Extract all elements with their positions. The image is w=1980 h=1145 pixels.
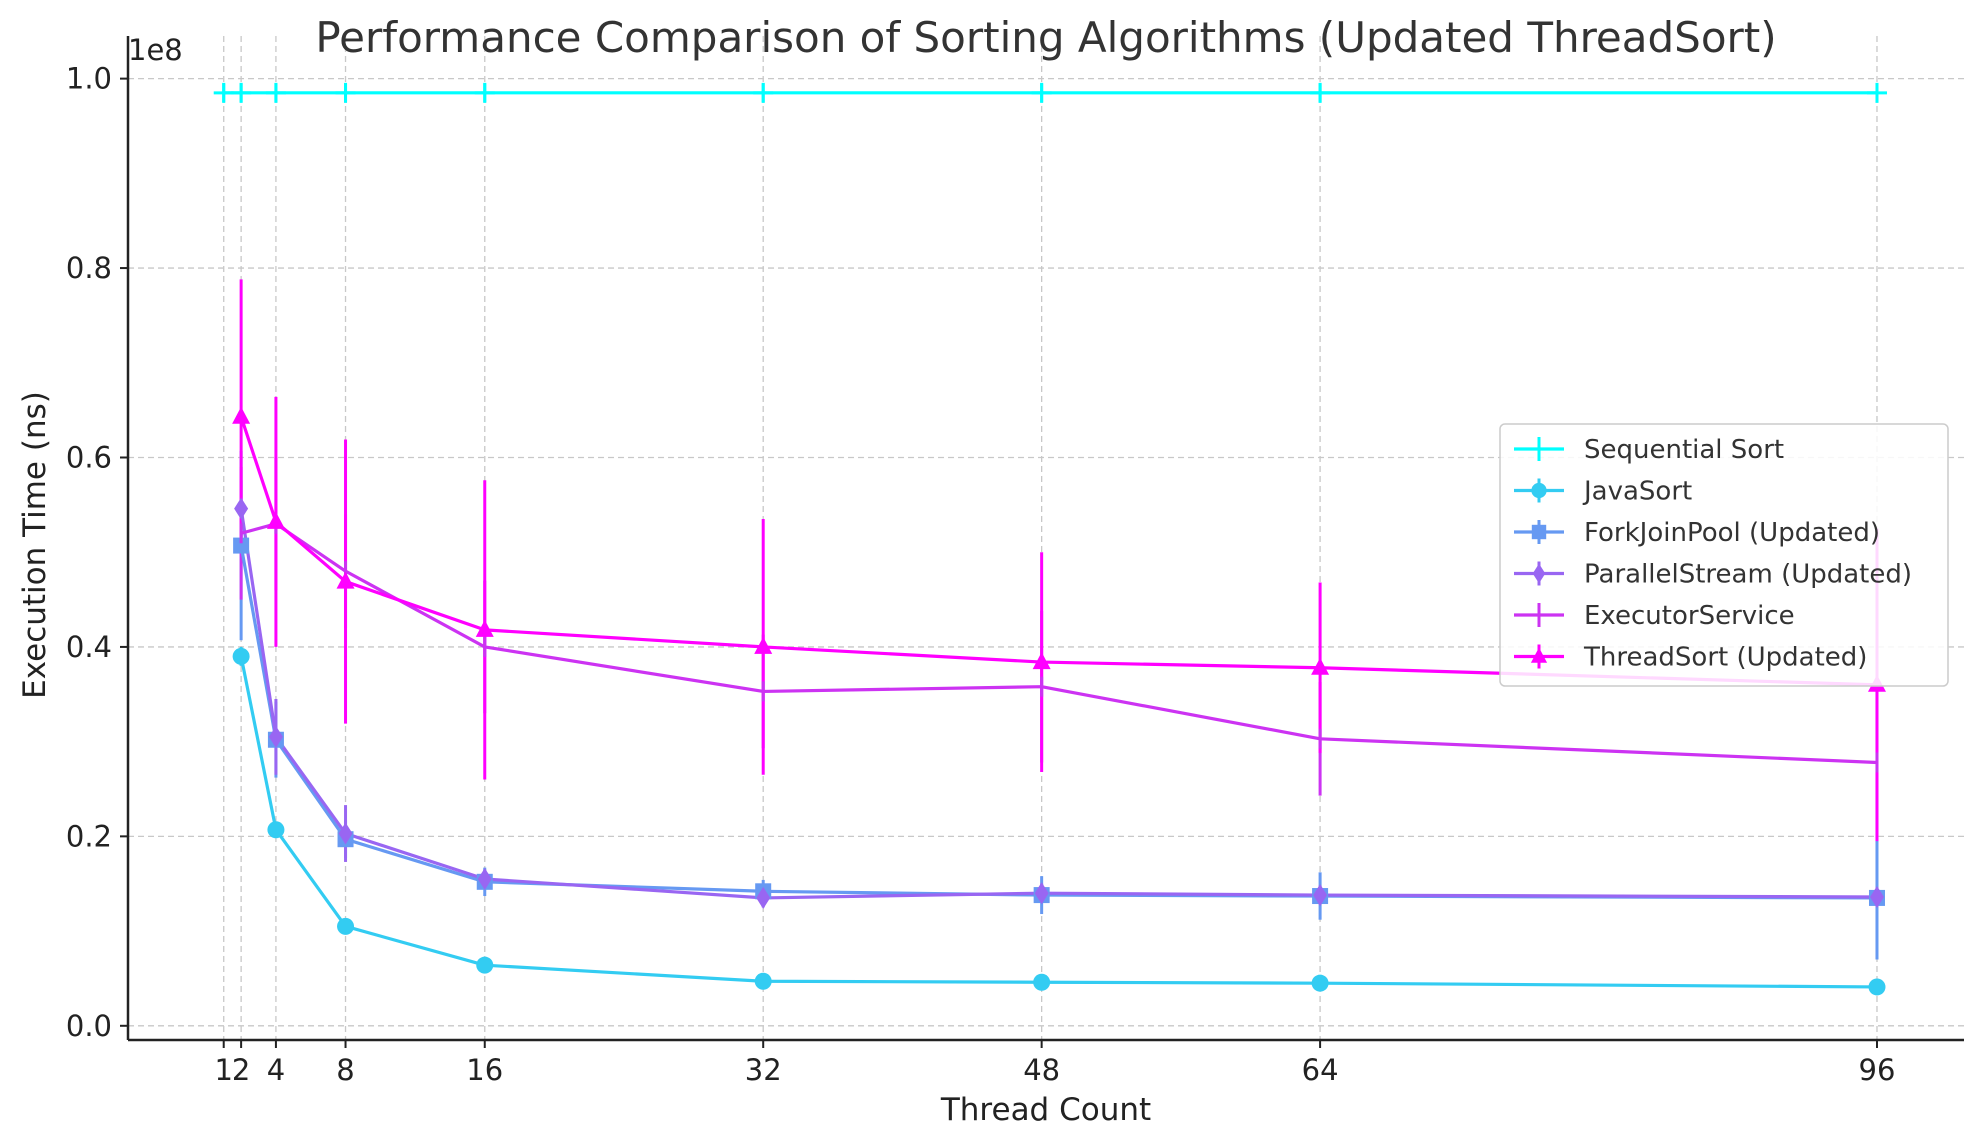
x-tick-label: 48 <box>1023 1053 1060 1087</box>
x-axis-label: Thread Count <box>940 1092 1151 1128</box>
y-tick-label: 0.6 <box>66 440 112 474</box>
y-offset-label: 1e8 <box>128 33 183 67</box>
javasort-point <box>1868 978 1886 996</box>
legend-swatch-marker <box>1530 647 1548 663</box>
y-tick-label: 0.4 <box>66 630 112 664</box>
sequential-sort-point <box>1031 82 1052 103</box>
legend-label: ExecutorService <box>1584 601 1795 631</box>
threadsort-updated-point <box>266 511 285 529</box>
sequential-sort-point <box>231 82 252 103</box>
javasort-line <box>239 656 1877 989</box>
sequential-sort-point <box>1866 82 1887 103</box>
parallelstream-updated-point <box>1869 885 1884 908</box>
legend-swatch-marker <box>1532 563 1546 584</box>
sequential-sort-point <box>753 82 774 103</box>
threadsort-updated-point <box>754 636 773 654</box>
chart-title: Performance Comparison of Sorting Algori… <box>315 13 1776 62</box>
legend-swatch-marker <box>1531 482 1547 499</box>
legend-label: ForkJoinPool (Updated) <box>1584 518 1880 548</box>
javasort-point <box>232 647 250 665</box>
threadsort-updated-point <box>336 571 355 589</box>
threadsort-updated-point <box>475 619 494 637</box>
x-tick-label: 2 <box>232 1053 250 1087</box>
threadsort-updated-point <box>1311 657 1330 675</box>
x-tick-label: 4 <box>267 1053 285 1087</box>
parallelstream-updated-point <box>477 867 492 890</box>
sequential-sort-point <box>213 82 234 103</box>
legend-swatch-marker <box>1531 524 1547 540</box>
parallelstream-updated-point <box>1034 882 1049 905</box>
x-tick-label: 16 <box>466 1053 503 1087</box>
sequential-sort-point <box>335 82 356 103</box>
legend-box <box>1499 423 1949 687</box>
javasort-point <box>267 821 285 839</box>
sequential-sort-point <box>474 82 495 103</box>
javasort-point <box>337 917 355 935</box>
y-tick-label: 0.8 <box>66 251 112 285</box>
legend: Sequential Sort JavaSort ForkJoinPool (Upd… <box>1499 423 1949 687</box>
parallelstream-updated-point <box>1313 884 1328 907</box>
y-tick-label: 1.0 <box>66 62 112 96</box>
x-tick-label: 8 <box>336 1053 354 1087</box>
threadsort-updated-line <box>239 416 1878 687</box>
x-tick-label: 32 <box>745 1053 782 1087</box>
threadsort-updated-point <box>232 406 251 424</box>
axes <box>126 36 1964 1042</box>
y-axis-label: Execution Time (ns) <box>17 391 53 699</box>
legend-label: Sequential Sort <box>1584 435 1784 465</box>
legend-label: ThreadSort (Updated) <box>1583 643 1867 673</box>
javasort-point <box>1033 973 1051 991</box>
series-markers <box>213 82 1887 996</box>
x-tick-label: 96 <box>1859 1053 1896 1087</box>
javasort-point <box>1311 974 1329 992</box>
javasort-point <box>754 972 772 990</box>
legend-label: ParallelStream (Updated) <box>1584 560 1912 590</box>
ticks: 12 4 8 16 32 48 64 960.00.20.40.60.81.0 <box>66 62 1896 1087</box>
threadsort-updated-point <box>1032 652 1051 670</box>
sequential-sort-point <box>265 82 286 103</box>
sequential-sort-point <box>1310 82 1331 103</box>
parallelstream-updated-line <box>239 508 1877 900</box>
y-tick-label: 0.0 <box>66 1009 112 1043</box>
parallelstream-updated-point <box>338 822 353 845</box>
parallelstream-updated-point <box>756 886 771 909</box>
y-tick-label: 0.2 <box>66 819 112 853</box>
javasort-point <box>476 956 494 974</box>
forkjoinpool-updated-point <box>233 537 250 554</box>
legend-label: JavaSort <box>1582 477 1692 507</box>
parallelstream-updated-point <box>268 725 283 748</box>
x-tick-label: 1 <box>214 1053 232 1087</box>
parallelstream-updated-point <box>234 497 249 520</box>
x-tick-label: 64 <box>1302 1053 1339 1087</box>
